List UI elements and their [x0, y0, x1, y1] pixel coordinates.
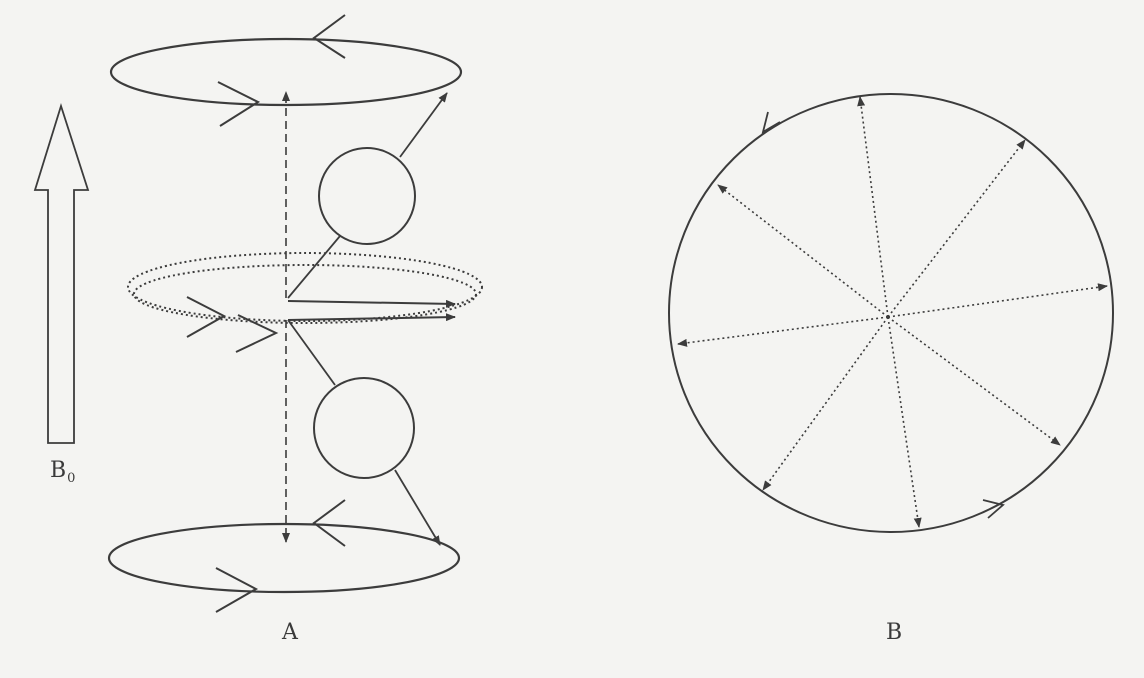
bottom-orbit-arrowhead-back	[312, 499, 346, 547]
upper-spin-particle	[318, 147, 416, 245]
b0-field-label: B0	[50, 458, 75, 486]
b0-field-label-letter: B	[50, 458, 67, 483]
dephasing-circle	[668, 93, 1114, 533]
spin-vector-5	[887, 316, 922, 528]
panel-b	[668, 93, 1114, 533]
top-precession-orbit	[109, 37, 463, 107]
middle-ring-arrowhead-right	[235, 314, 279, 353]
spin-vector-8	[717, 184, 889, 318]
middle-ring-arrowhead-left	[186, 296, 227, 338]
lower-spin-vector-tail	[287, 319, 336, 386]
upper-spin-vector-tail	[287, 235, 341, 299]
spin-vector-4	[887, 316, 1061, 446]
spin-vector-2	[887, 139, 1026, 318]
circle-arrowhead-bottom	[982, 499, 1005, 519]
top-orbit-arrowhead-front	[217, 81, 261, 127]
panel-b-label: B	[886, 620, 903, 645]
upper-spin-vector-head	[399, 92, 448, 158]
spin-vector-1	[857, 96, 889, 318]
spin-vector-7	[677, 316, 889, 347]
lower-spin-vector-head	[394, 469, 441, 546]
b0-field-arrow	[33, 103, 90, 444]
bottom-orbit-arrowhead-front	[215, 567, 259, 613]
transverse-ring-upper	[127, 252, 483, 322]
transverse-ring-lower	[133, 264, 477, 324]
circle-arrowhead-top	[761, 111, 781, 134]
b0-field-label-subscript: 0	[67, 471, 76, 486]
bottom-precession-orbit	[107, 522, 461, 594]
transverse-vector-upper	[287, 299, 456, 308]
panel-a-label: A	[282, 620, 298, 645]
transverse-vector-lower	[287, 313, 456, 322]
spin-vector-6	[762, 316, 889, 491]
top-orbit-arrowhead-back	[312, 14, 346, 59]
lower-spin-particle	[313, 377, 415, 479]
dephasing-vectors	[677, 96, 1108, 528]
spin-vector-3	[887, 283, 1108, 318]
panel-a	[107, 14, 483, 613]
